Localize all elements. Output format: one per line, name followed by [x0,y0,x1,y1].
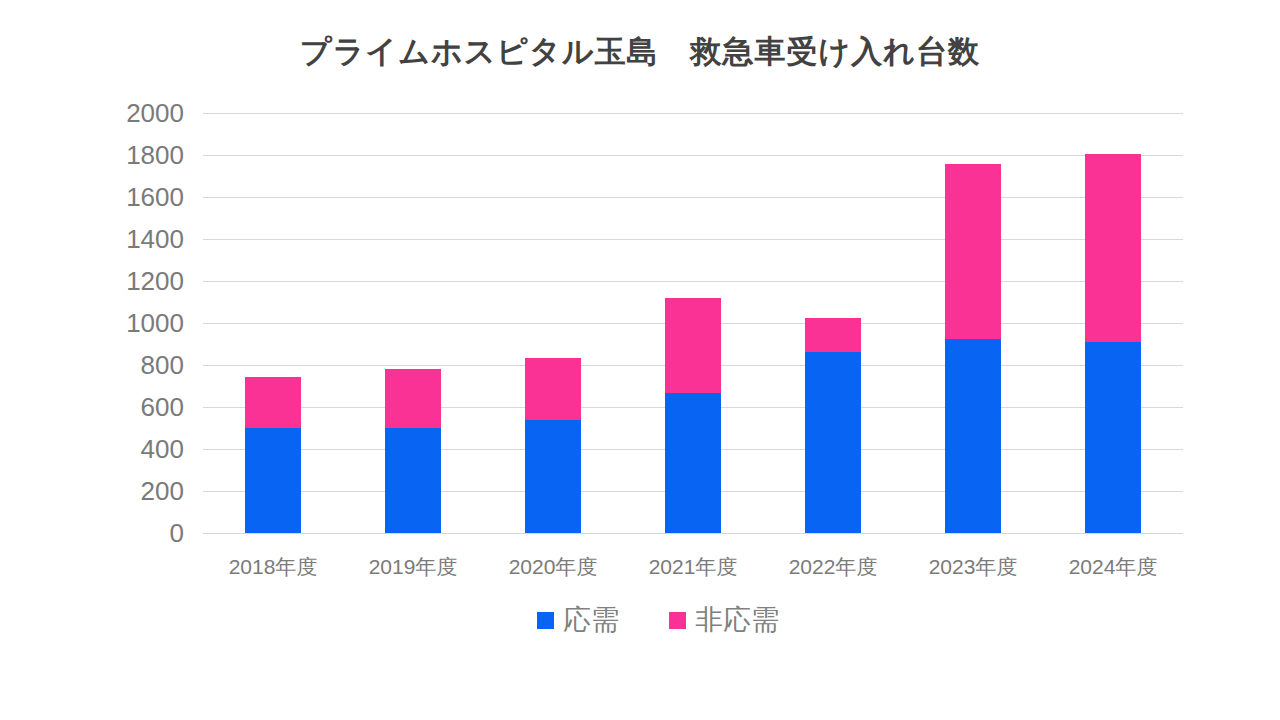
bar-segment-応需-2020年度 [525,420,581,533]
x-tick-label: 2019年度 [343,554,483,580]
x-tick-label: 2024年度 [1043,554,1183,580]
x-axis-line [203,533,1183,534]
bar-segment-非応需-2024年度 [1085,154,1141,342]
y-tick-label: 1000 [126,310,184,336]
bar-segment-非応需-2023年度 [945,164,1001,338]
x-tick-label: 2021年度 [623,554,763,580]
bar-segment-応需-2023年度 [945,339,1001,533]
bar-segment-非応需-2019年度 [385,369,441,428]
bar-segment-応需-2022年度 [805,352,861,533]
y-tick-label: 0 [170,520,184,546]
gridline [203,197,1183,198]
legend-item-応需: 応需 [537,604,619,636]
y-tick-label: 1400 [126,226,184,252]
chart-title: プライムホスピタル玉島 救急車受け入れ台数 [0,34,1280,70]
bar-segment-応需-2019年度 [385,428,441,533]
chart-canvas: プライムホスピタル玉島 救急車受け入れ台数 0 200 400 600 800 1000 1… [0,0,1280,720]
legend: 応需 非応需 [537,604,779,636]
x-tick-label: 2022年度 [763,554,903,580]
legend-item-非応需: 非応需 [669,604,779,636]
x-tick-label: 2018年度 [203,554,343,580]
legend-label: 応需 [563,604,619,636]
bar-segment-非応需-2020年度 [525,358,581,420]
bar-segment-応需-2024年度 [1085,342,1141,533]
bar-segment-応需-2018年度 [245,428,301,533]
y-tick-label: 2000 [126,100,184,126]
bar-segment-非応需-2018年度 [245,377,301,428]
x-tick-label: 2023年度 [903,554,1043,580]
y-axis-labels: 0200400600800100012001400160018002000 [0,113,184,533]
bar-segment-応需-2021年度 [665,393,721,533]
y-tick-label: 400 [141,436,184,462]
gridline [203,155,1183,156]
bar-segment-非応需-2021年度 [665,298,721,394]
legend-label: 非応需 [695,604,779,636]
y-tick-label: 600 [141,394,184,420]
plot-area [203,113,1183,533]
y-tick-label: 1200 [126,268,184,294]
bar-segment-非応需-2022年度 [805,318,861,353]
y-tick-label: 1600 [126,184,184,210]
gridline [203,113,1183,114]
y-tick-label: 800 [141,352,184,378]
y-tick-label: 1800 [126,142,184,168]
legend-swatch-icon [537,612,554,629]
legend-swatch-icon [669,612,686,629]
gridline [203,281,1183,282]
x-axis-labels: 2018年度2019年度2020年度2021年度2022年度2023年度2024… [203,554,1183,584]
gridline [203,239,1183,240]
y-tick-label: 200 [141,478,184,504]
x-tick-label: 2020年度 [483,554,623,580]
